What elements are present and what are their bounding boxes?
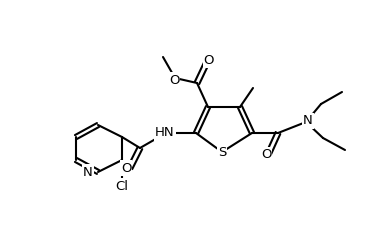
Text: O: O	[261, 149, 271, 162]
Text: O: O	[204, 54, 214, 66]
Text: N: N	[83, 165, 93, 178]
Text: Cl: Cl	[115, 179, 129, 193]
Text: N: N	[303, 114, 313, 128]
Text: S: S	[218, 145, 226, 159]
Text: HN: HN	[155, 127, 175, 139]
Text: O: O	[169, 74, 179, 86]
Text: O: O	[121, 162, 131, 174]
